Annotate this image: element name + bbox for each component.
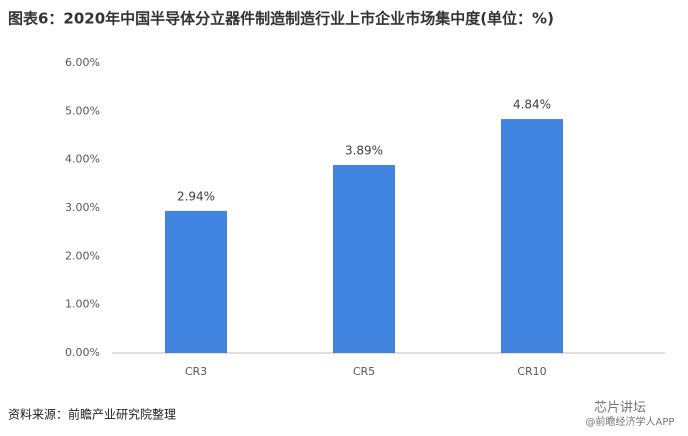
y-tick-label: 3.00% [65,201,100,214]
bar [333,164,395,353]
value-label: 3.89% [345,143,383,157]
y-tick-label: 1.00% [65,298,100,311]
bar [165,210,227,353]
credit-sub: @前瞻经济学人APP [586,415,675,428]
y-tick-label: 4.00% [65,153,100,166]
x-tick-label: CR10 [517,365,546,378]
y-tick-label: 5.00% [65,104,100,117]
credit: 芯片讲坛 [594,401,646,416]
y-tick-label: 0.00% [65,346,100,359]
y-tick-label: 6.00% [65,56,100,69]
chart-title: 图表6：2020年中国半导体分立器件制造制造行业上市企业市场集中度(单位：%) [8,10,554,28]
x-tick-label: CR5 [353,365,375,378]
value-label: 4.84% [513,98,551,112]
value-label: 2.94% [177,189,215,203]
bar [501,119,563,353]
source-note: 资料来源：前瞻产业研究院整理 [8,407,176,422]
x-tick-label: CR3 [185,365,207,378]
y-tick-label: 2.00% [65,249,100,262]
